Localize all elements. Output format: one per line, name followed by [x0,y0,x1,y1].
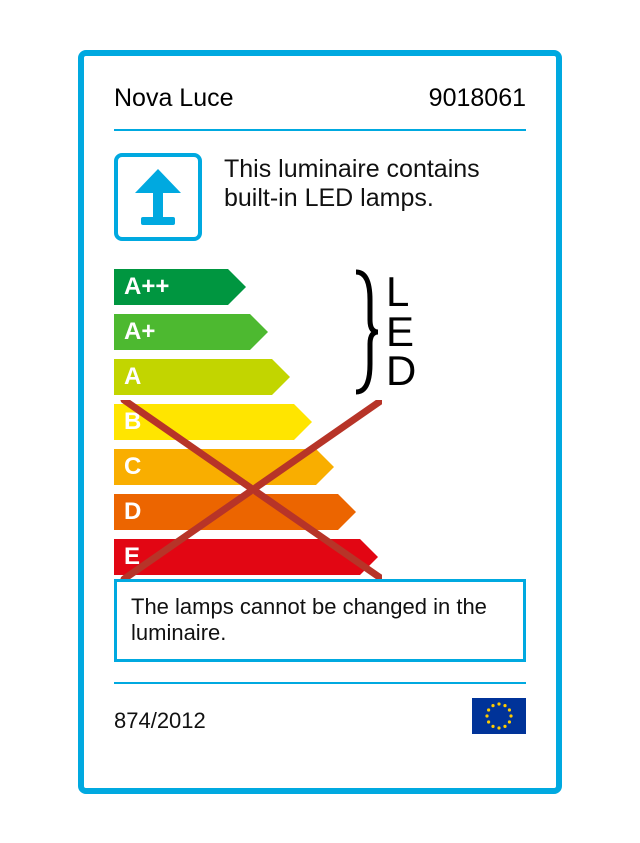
energy-class-bar: E [114,539,378,575]
icon-description-row: This luminaire contains built-in LED lam… [114,153,526,241]
energy-class-label: E [124,539,140,575]
energy-class-bar: A++ [114,269,246,305]
led-text: LED [386,272,418,392]
energy-class-label: D [124,494,141,530]
brand-text: Nova Luce [114,84,234,113]
lamp-icon [129,165,187,229]
energy-class-label: A [124,359,141,395]
energy-class-label: A+ [124,314,155,350]
footer-row: 874/2012 [114,682,526,734]
led-bracket: LED [352,269,418,395]
energy-class-bar: B [114,404,312,440]
energy-label: Nova Luce 9018061 This luminaire contain… [78,50,562,794]
lamp-icon-box [114,153,202,241]
energy-class-bar: A [114,359,290,395]
energy-class-label: A++ [124,269,169,305]
regulation-text: 874/2012 [114,708,206,734]
model-text: 9018061 [429,84,526,113]
energy-class-bar: C [114,449,334,485]
description-text: This luminaire contains built-in LED lam… [224,155,526,214]
bracket-icon [352,268,380,396]
note-text: The lamps cannot be changed in the lumin… [131,594,487,646]
energy-class-label: B [124,404,141,440]
energy-class-bar: D [114,494,356,530]
eu-flag-icon [472,698,526,734]
energy-rating-area: LED A++ A+ ABCDE [114,269,526,579]
header-row: Nova Luce 9018061 [114,84,526,131]
energy-class-bar: A+ [114,314,268,350]
energy-class-label: C [124,449,141,485]
note-box: The lamps cannot be changed in the lumin… [114,579,526,663]
